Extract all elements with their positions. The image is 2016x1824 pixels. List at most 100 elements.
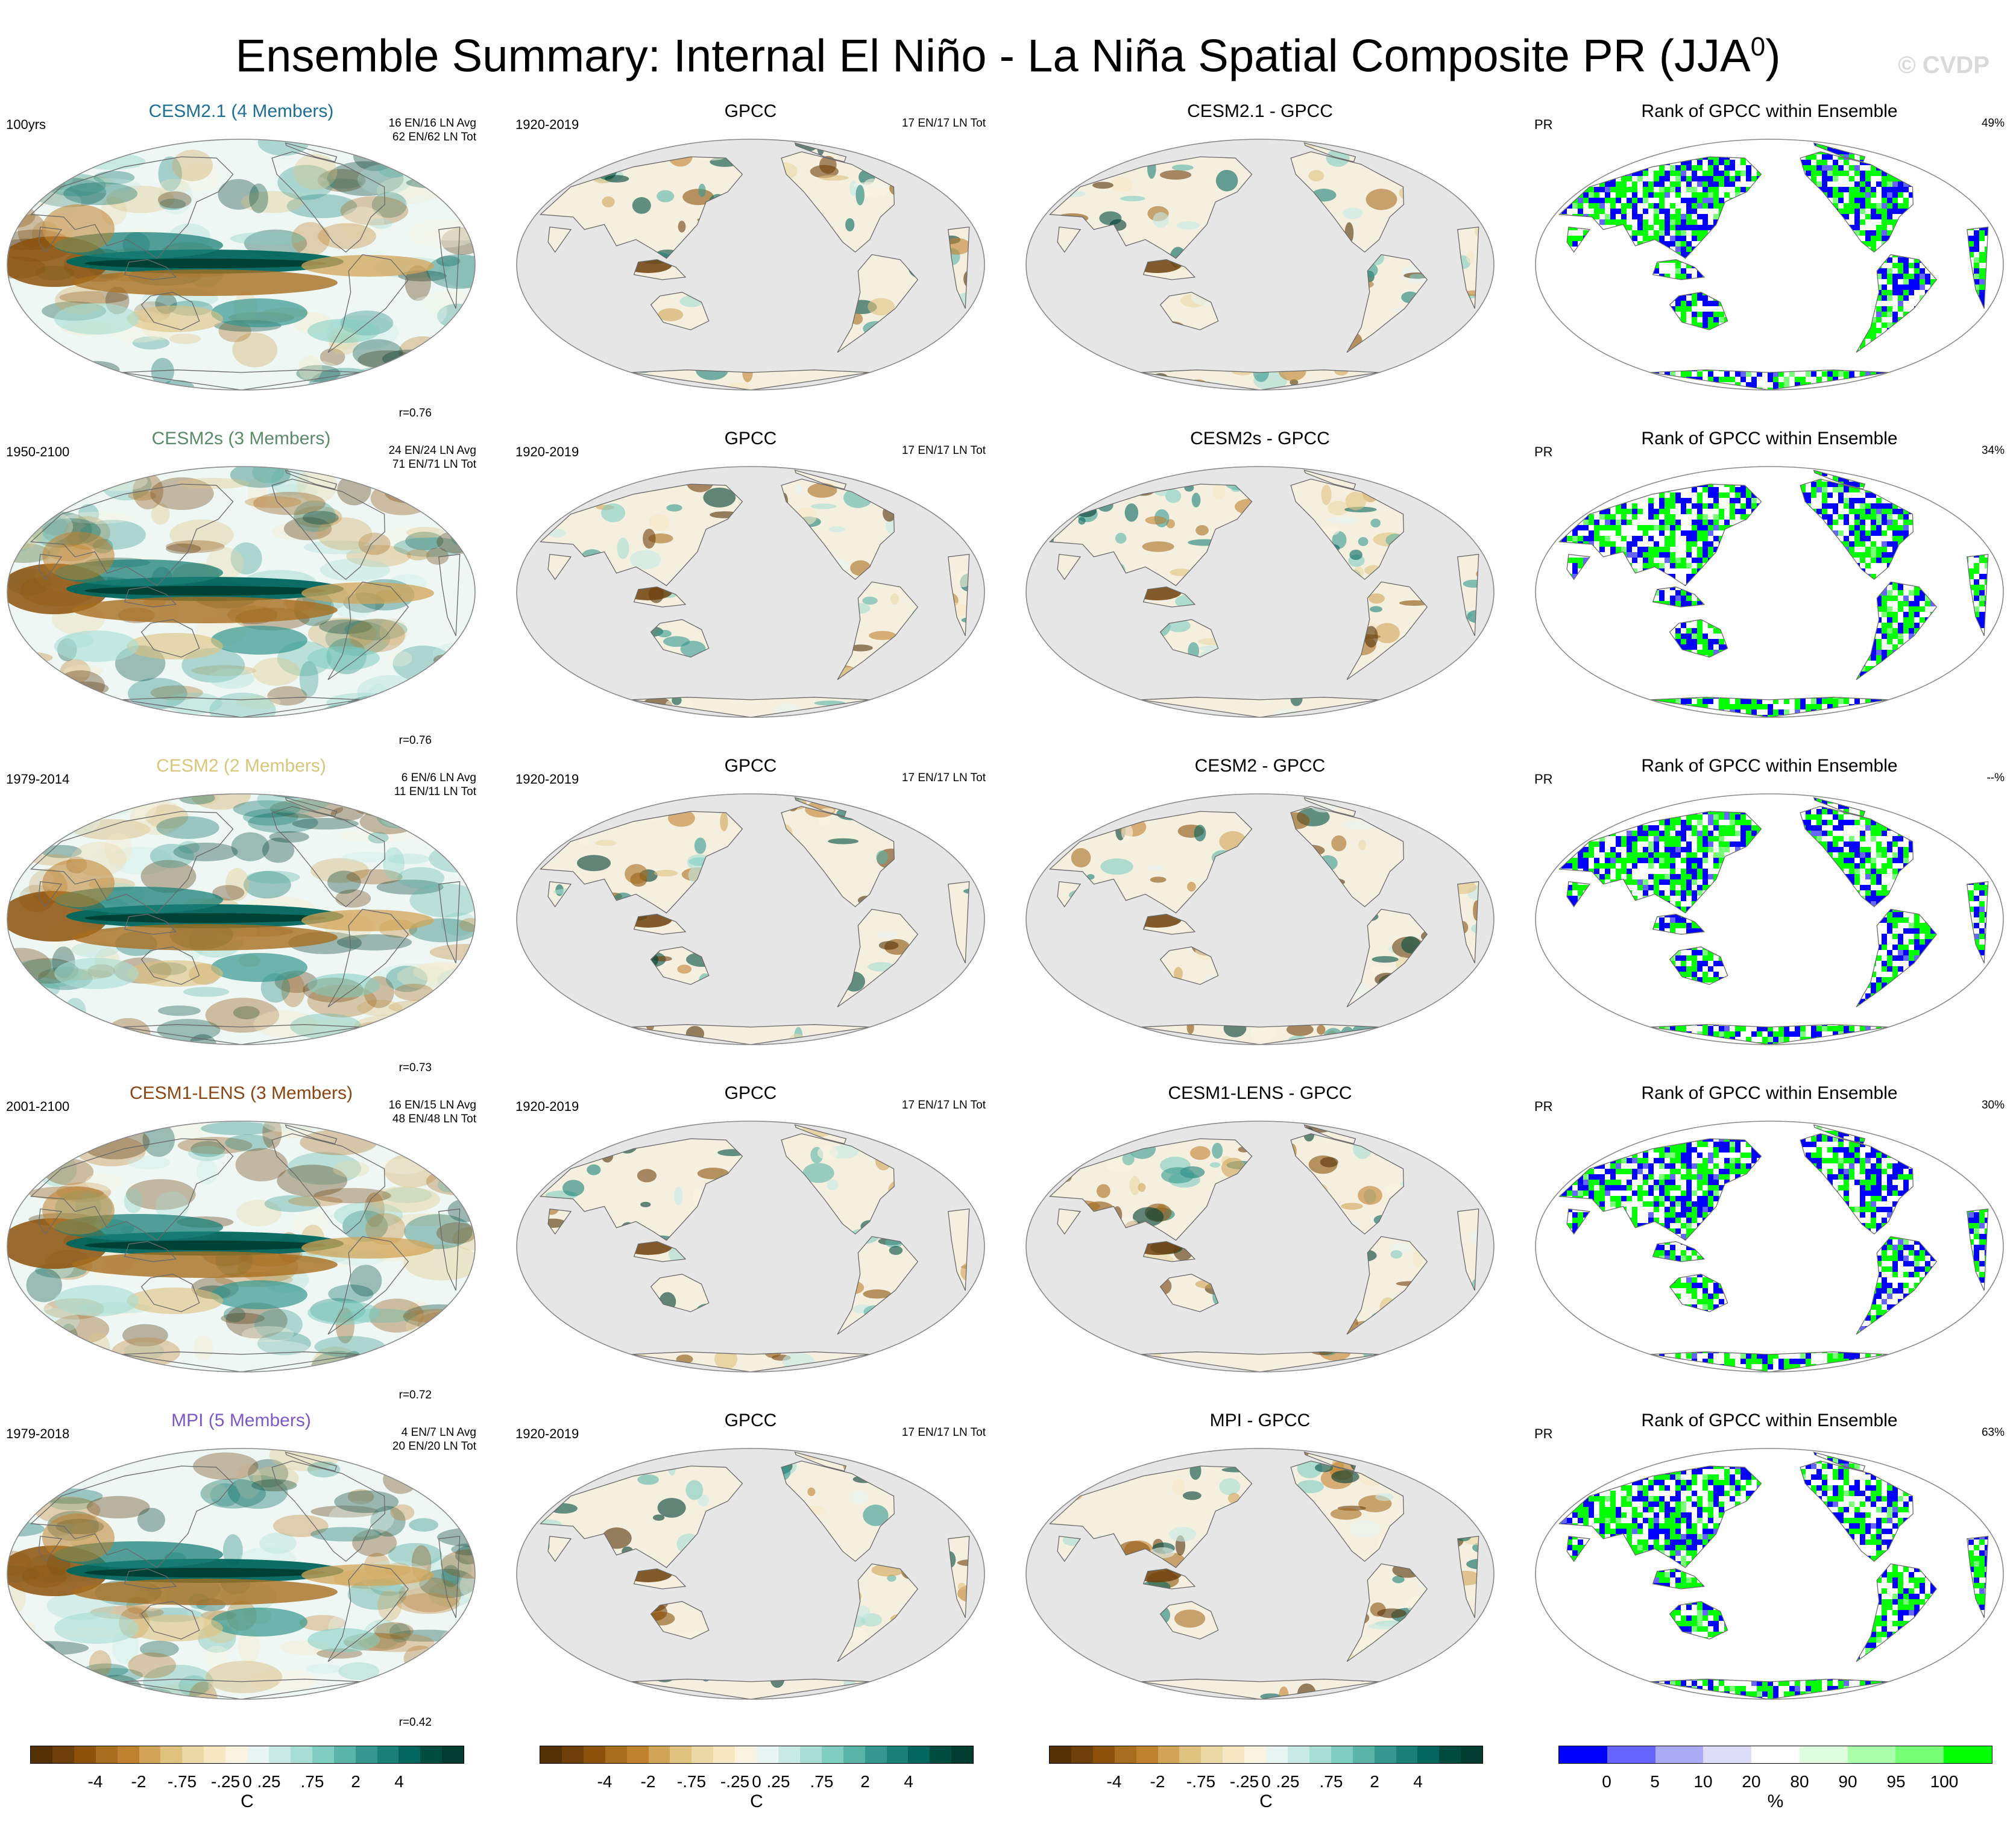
colorbar-swatch — [1201, 1746, 1223, 1763]
panel-model-row4: CESM1-LENS (3 Members) 2001-2100 16 EN/15 … — [0, 1081, 482, 1407]
map-model-row1 — [7, 139, 476, 391]
panel-title: GPCC — [724, 429, 777, 448]
counts-total: 48 EN/48 LN Tot — [392, 1113, 476, 1125]
colorbar-swatches — [1558, 1746, 1992, 1764]
colorbar-swatch — [1071, 1746, 1093, 1763]
colorbar-swatch — [626, 1746, 649, 1763]
colorbar-swatch — [1114, 1746, 1136, 1763]
map-rank-row4 — [1535, 1121, 2004, 1373]
figure-title-end: ) — [1765, 30, 1781, 82]
colorbar-swatch — [204, 1746, 226, 1763]
panel-title: GPCC — [724, 756, 777, 776]
colorbar-tick-label: 4 — [394, 1772, 404, 1791]
colorbar-swatch — [1158, 1746, 1180, 1763]
pattern-correlation: r=0.73 — [398, 1061, 432, 1074]
panel-title: GPCC — [724, 101, 777, 121]
colorbar-unit: C — [241, 1791, 254, 1811]
colorbar-tick-label: 90 — [1838, 1772, 1857, 1791]
colorbar-swatch — [821, 1746, 843, 1763]
colorbar-swatch — [377, 1746, 399, 1763]
panel-title: CESM2s - GPCC — [1190, 429, 1330, 448]
panel-obs-row2: GPCC 1920-2019 17 EN/17 LN Tot — [509, 427, 992, 752]
map-model-row2 — [7, 466, 476, 718]
panel-diff-row2: CESM2s - GPCC — [1019, 427, 1501, 752]
period-label: 1979-2018 — [6, 1426, 70, 1441]
colorbar-unit: % — [1767, 1791, 1784, 1811]
map-rank-row2 — [1535, 466, 2004, 718]
panel-model-row3: CESM2 (2 Members) 1979-2014 6 EN/6 LN Avg 1… — [0, 754, 482, 1080]
panel-model-row2: CESM2s (3 Members) 1950-2100 24 EN/24 LN A… — [0, 427, 482, 752]
event-counts: 16 EN/15 LN Avg 48 EN/48 LN Tot — [389, 1098, 476, 1126]
colorbar-swatch — [1287, 1746, 1309, 1763]
colorbar-swatch — [778, 1746, 800, 1763]
rank-percent: 49% — [1981, 117, 2005, 130]
colorbar-tick-label: 2 — [1370, 1772, 1379, 1791]
event-counts: 4 EN/7 LN Avg 20 EN/20 LN Tot — [392, 1426, 476, 1453]
panel-obs-row5: GPCC 1920-2019 17 EN/17 LN Tot — [509, 1409, 992, 1734]
colorbar-tick-label: -2 — [640, 1772, 656, 1791]
pattern-correlation: r=0.76 — [398, 407, 432, 420]
colorbar-tick-label: -.75 — [1186, 1772, 1216, 1791]
event-counts: 17 EN/17 LN Tot — [901, 772, 986, 784]
colorbar-swatch — [1092, 1746, 1115, 1763]
colorbar-tick-label: 0 — [242, 1772, 252, 1791]
colorbar-precip-2: -4 -2 -.75 -.25 0 .25 .75 2 4 C — [540, 1742, 974, 1814]
colorbar-swatch — [420, 1746, 443, 1763]
colorbar-tick-label: 100 — [1930, 1772, 1959, 1791]
map-obs-row4 — [516, 1121, 985, 1373]
colorbar-tick-label: 4 — [1413, 1772, 1423, 1791]
colorbar-swatch — [52, 1746, 74, 1763]
colorbar-unit: C — [750, 1791, 763, 1811]
colorbar-swatch — [333, 1746, 356, 1763]
colorbar-tick-label: 2 — [351, 1772, 361, 1791]
colorbar-swatch — [1223, 1746, 1245, 1763]
counts-total: 11 EN/11 LN Tot — [394, 785, 476, 798]
event-counts: 17 EN/17 LN Tot — [901, 1426, 986, 1439]
panel-title: MPI (5 Members) — [171, 1410, 311, 1430]
panel-diff-row3: CESM2 - GPCC — [1019, 754, 1501, 1080]
colorbar-swatch — [757, 1746, 778, 1763]
colorbar-tick-label: 20 — [1742, 1772, 1761, 1791]
colorbar-swatch — [442, 1746, 464, 1763]
colorbar-swatch — [117, 1746, 139, 1763]
panel-title: Rank of GPCC within Ensemble — [1641, 1410, 1898, 1430]
colorbar-tick-label: -4 — [597, 1772, 613, 1791]
panel-title: CESM1-LENS - GPCC — [1168, 1083, 1352, 1103]
colorbar-swatch — [225, 1746, 248, 1763]
variable-label: PR — [1534, 1099, 1553, 1114]
colorbar-swatch — [735, 1746, 757, 1763]
colorbar-swatch — [290, 1746, 312, 1763]
map-obs-row2 — [516, 466, 985, 718]
colorbar-tick-label: .25 — [257, 1772, 281, 1791]
colorbar-swatch — [670, 1746, 692, 1763]
colorbar-swatch — [182, 1746, 204, 1763]
colorbar-tick-label: 5 — [1650, 1772, 1660, 1791]
colorbar-swatch — [1179, 1746, 1202, 1763]
colorbar-swatch — [1396, 1746, 1418, 1763]
colorbar-swatch — [1895, 1746, 1944, 1763]
period-label: 1920-2019 — [515, 1426, 579, 1441]
panel-title: MPI - GPCC — [1209, 1410, 1311, 1430]
colorbar-tick-label: 10 — [1693, 1772, 1713, 1791]
panel-title: CESM2 - GPCC — [1194, 756, 1326, 776]
counts-total: 71 EN/71 LN Tot — [392, 458, 476, 471]
map-obs-row3 — [516, 793, 985, 1045]
panel-title: CESM2 (2 Members) — [156, 756, 326, 776]
panel-title: GPCC — [724, 1083, 777, 1103]
colorbar-swatch — [583, 1746, 605, 1763]
event-counts: 6 EN/6 LN Avg 11 EN/11 LN Tot — [394, 771, 476, 799]
map-rank-row5 — [1535, 1448, 2004, 1700]
colorbar-swatch — [1655, 1746, 1704, 1763]
colorbar-swatch — [1417, 1746, 1440, 1763]
colorbar-tick-label: -.25 — [1229, 1772, 1259, 1791]
panel-obs-row4: GPCC 1920-2019 17 EN/17 LN Tot — [509, 1081, 992, 1407]
colorbar-swatch — [1847, 1746, 1896, 1763]
colorbar-swatch — [799, 1746, 822, 1763]
colorbar-tick-label: .25 — [766, 1772, 790, 1791]
colorbar-swatch — [1559, 1746, 1607, 1763]
panel-rank-row4: Rank of GPCC within Ensemble PR 30% — [1528, 1081, 2011, 1407]
rank-percent: --% — [1986, 772, 2005, 784]
panel-diff-row5: MPI - GPCC — [1019, 1409, 1501, 1734]
panel-title: Rank of GPCC within Ensemble — [1641, 756, 1898, 776]
variable-label: PR — [1534, 117, 1553, 132]
